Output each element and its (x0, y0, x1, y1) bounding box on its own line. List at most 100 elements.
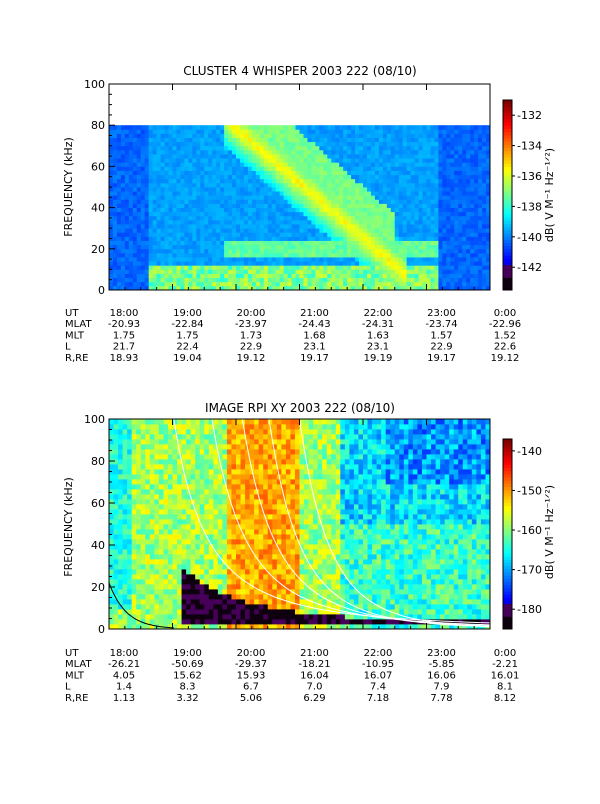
heat-cell (300, 253, 304, 258)
heat-cell (423, 257, 427, 262)
heat-cell (347, 278, 351, 283)
heat-cell (192, 269, 196, 274)
heat-cell (216, 138, 220, 143)
heat-cell (383, 187, 387, 192)
heat-cell (347, 224, 351, 229)
heat-cell (339, 228, 343, 233)
heat-cell (379, 212, 383, 217)
heat-cell (149, 183, 153, 188)
colorbar-segment (503, 119, 512, 123)
heat-cell (375, 216, 379, 221)
heat-cell (430, 278, 434, 283)
heat-cell (200, 454, 205, 459)
heat-cell (399, 179, 403, 184)
heat-cell (252, 133, 256, 138)
heat-cell (157, 261, 161, 266)
heat-cell (117, 249, 121, 254)
heat-cell (192, 129, 196, 134)
heat-cell (141, 261, 145, 266)
heat-cell (180, 175, 184, 180)
heat-cell (478, 129, 482, 134)
heat-cell (387, 232, 391, 237)
heat-cell (149, 269, 153, 274)
heat-cell (383, 125, 387, 130)
heat-cell (252, 203, 256, 208)
heat-cell (367, 171, 371, 176)
heat-cell (109, 434, 114, 439)
heat-cell (446, 195, 450, 200)
heat-cell (121, 274, 125, 279)
heat-cell (224, 249, 228, 254)
heat-cell (117, 162, 121, 167)
heat-cell (359, 162, 363, 167)
heat-cell (173, 599, 178, 604)
heat-cell (442, 179, 446, 184)
heat-cell (180, 274, 184, 279)
heat-cell (395, 269, 399, 274)
heat-cell (339, 199, 343, 204)
heat-cell (300, 282, 304, 287)
heat-cell (184, 179, 188, 184)
heat-cell (419, 241, 423, 246)
heat-cell (256, 208, 260, 213)
heat-cell (188, 220, 192, 225)
heat-cell (153, 158, 157, 163)
heat-cell (427, 183, 431, 188)
heat-cell (395, 138, 399, 143)
heat-cell (204, 261, 208, 266)
heat-cell (145, 509, 150, 514)
heat-cell (292, 171, 296, 176)
heat-cell (209, 519, 214, 524)
heat-cell (200, 614, 205, 619)
heat-cell (355, 133, 359, 138)
heat-cell (132, 419, 137, 424)
heat-cell (157, 212, 161, 217)
heat-cell (292, 232, 296, 237)
heat-cell (159, 534, 164, 539)
heat-cell (482, 236, 486, 241)
heat-cell (427, 203, 431, 208)
heat-cell (191, 469, 196, 474)
heat-cell (355, 125, 359, 130)
heat-cell (276, 245, 280, 250)
heat-cell (256, 261, 260, 266)
heat-cell (191, 524, 196, 529)
heat-cell (208, 253, 212, 258)
heat-cell (375, 278, 379, 283)
heat-cell (180, 187, 184, 192)
heat-cell (240, 216, 244, 221)
heat-cell (248, 220, 252, 225)
heat-cell (168, 459, 173, 464)
heat-cell (292, 228, 296, 233)
heat-cell (154, 459, 159, 464)
heat-cell (430, 269, 434, 274)
heat-cell (165, 249, 169, 254)
heat-cell (292, 187, 296, 192)
heat-cell (347, 175, 351, 180)
heat-cell (375, 241, 379, 246)
heat-cell (339, 191, 343, 196)
heat-cell (248, 265, 252, 270)
heat-cell (125, 220, 129, 225)
heat-cell (204, 464, 209, 469)
heat-cell (136, 549, 141, 554)
heat-cell (446, 166, 450, 171)
heat-cell (153, 216, 157, 221)
heat-cell (367, 199, 371, 204)
heat-cell (399, 125, 403, 130)
heat-cell (153, 175, 157, 180)
heat-cell (240, 183, 244, 188)
heat-cell (256, 162, 260, 167)
heat-cell (186, 549, 191, 554)
heat-cell (236, 142, 240, 147)
heat-cell (252, 212, 256, 217)
heat-cell (150, 519, 155, 524)
heat-cell (165, 224, 169, 229)
heat-cell (186, 429, 191, 434)
heat-cell (339, 142, 343, 147)
heat-cell (224, 146, 228, 151)
heat-cell (113, 187, 117, 192)
heat-cell (200, 434, 205, 439)
heat-cell (300, 191, 304, 196)
heat-cell (123, 544, 128, 549)
